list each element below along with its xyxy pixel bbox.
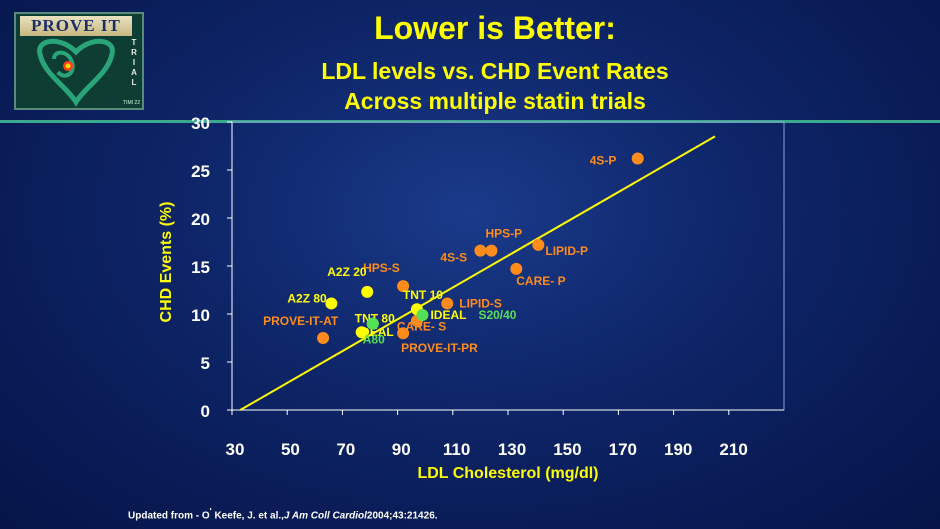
footer-prefix: Updated from - O [128,510,210,522]
data-label: HPS-S [363,261,400,275]
y-tick-label: 20 [191,210,210,229]
y-tick-label: 0 [201,402,210,421]
data-label: CARE- P [516,274,565,288]
data-point [485,244,498,257]
x-tick-label: 150 [553,440,581,459]
data-label: 4S-S [440,251,467,265]
y-tick-label: 30 [191,114,210,133]
data-point [416,308,429,321]
data-label: TNT 10 [403,288,443,302]
x-tick-label: 30 [226,440,245,459]
data-label: CARE- S [397,320,446,334]
y-tick-label: 25 [191,162,210,181]
logo-letter: R [131,48,137,57]
x-tick-label: 90 [392,440,411,459]
data-point [361,285,374,298]
prove-it-logo: PROVE IT T R I A L TIMI 22 [14,12,144,110]
data-label: IDEAL [358,325,394,339]
data-point [317,332,330,344]
data-label: LIPID-P [545,244,588,258]
y-axis-label: CHD Events (%) [158,202,175,323]
footer-journal: J Am Coll Cardiol [283,510,367,522]
x-tick-label: 210 [719,440,747,459]
data-label: LIPID-S [459,296,502,310]
x-tick-label: 70 [336,440,355,459]
logo-letter: I [132,58,136,67]
data-point [631,152,644,165]
data-point [532,238,545,251]
x-tick-label: 110 [443,440,470,459]
subtitle-line-1: LDL levels vs. CHD Event Rates [321,58,669,84]
logo-letter: T [131,38,137,47]
logo-letter: L [131,78,137,87]
data-label: PROVE-IT-AT [263,314,339,328]
logo-letter: A [131,68,137,77]
data-label: A2Z 20 [327,265,367,279]
data-point [325,297,338,310]
data-label: 4S-P [590,153,617,167]
data-point [366,317,379,330]
data-label: A2Z 80 [287,291,327,305]
data-point [474,244,487,257]
logo-timi: TIMI 22 [123,100,140,106]
data-label: IDEAL [430,308,466,322]
heart-emblem-icon [37,38,115,107]
x-tick-label: 190 [664,440,692,459]
data-point [510,262,523,275]
data-point [397,280,410,293]
data-point [397,327,410,340]
y-tick-label: 10 [191,306,210,325]
data-label: S20/40 [478,308,516,322]
data-label: HPS-P [485,227,522,241]
footer-suffix: 6. [429,510,438,522]
logo-title: PROVE IT [20,16,132,36]
x-tick-label: 50 [281,440,300,459]
data-point [355,326,368,339]
trend-line [239,135,716,411]
x-tick-label: 130 [498,440,526,459]
footer-sup: ' [209,506,212,516]
x-tick-label: 170 [609,440,637,459]
logo-side-letters: T R I A L [128,38,140,88]
slide-subtitle: LDL levels vs. CHD Event Rates Across mu… [230,56,760,116]
data-label: A80 [363,333,385,347]
slide-title: Lower is Better: [374,10,616,46]
x-axis-label: LDL Cholesterol (mg/dl) [417,465,598,482]
y-tick-label: 5 [201,354,210,373]
data-label: PROVE-IT-PR [401,341,478,355]
citation-footer: Updated from - O' Keefe, J. et al.,J Am … [128,506,438,521]
footer-authors: Keefe, J. et al., [214,510,284,522]
footer-citation: 2004;43:2142 [366,510,430,522]
data-point [441,297,454,310]
y-tick-label: 15 [191,258,210,277]
subtitle-line-2: Across multiple statin trials [344,88,646,114]
